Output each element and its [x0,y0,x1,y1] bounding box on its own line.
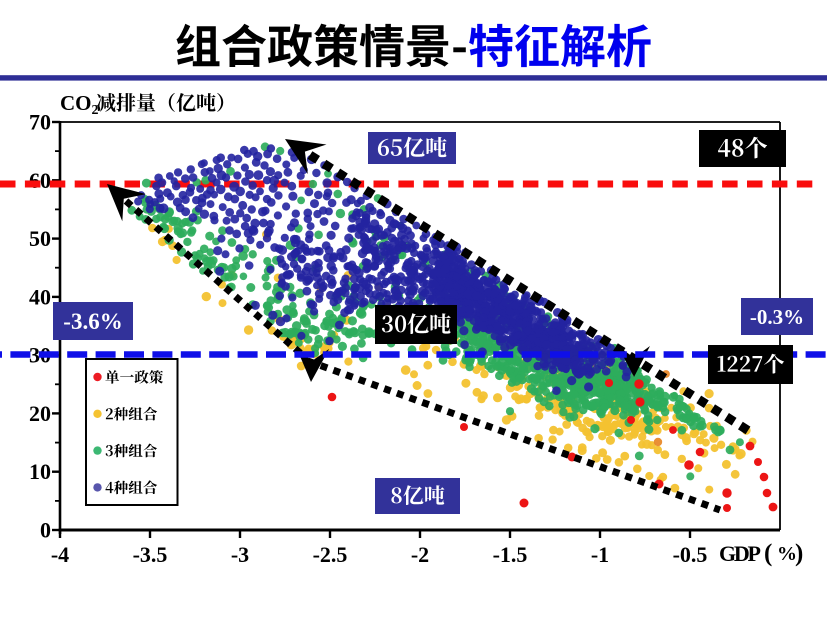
svg-text:-1.5: -1.5 [493,542,528,567]
svg-text:60: 60 [29,168,51,193]
svg-text:-3.6%: -3.6% [63,309,122,334]
svg-text:-3.5: -3.5 [133,542,168,567]
svg-text:GDP: GDP [719,541,761,566]
svg-text:-0.3%: -0.3% [750,305,804,329]
svg-text:10: 10 [29,459,51,484]
svg-text:): ) [795,540,803,567]
svg-text:-3: -3 [231,542,249,567]
svg-text:40: 40 [29,284,51,309]
svg-text:-1: -1 [591,542,609,567]
svg-text:0: 0 [40,518,51,543]
svg-text:-4: -4 [51,542,69,567]
svg-text:%: % [777,543,797,565]
svg-text:(: ( [764,540,772,567]
svg-text:20: 20 [29,401,51,426]
svg-text:70: 70 [29,110,51,135]
svg-text:-2: -2 [411,542,429,567]
svg-text:-2.5: -2.5 [313,542,348,567]
svg-text:50: 50 [29,226,51,251]
svg-text:-0.5: -0.5 [673,542,708,567]
